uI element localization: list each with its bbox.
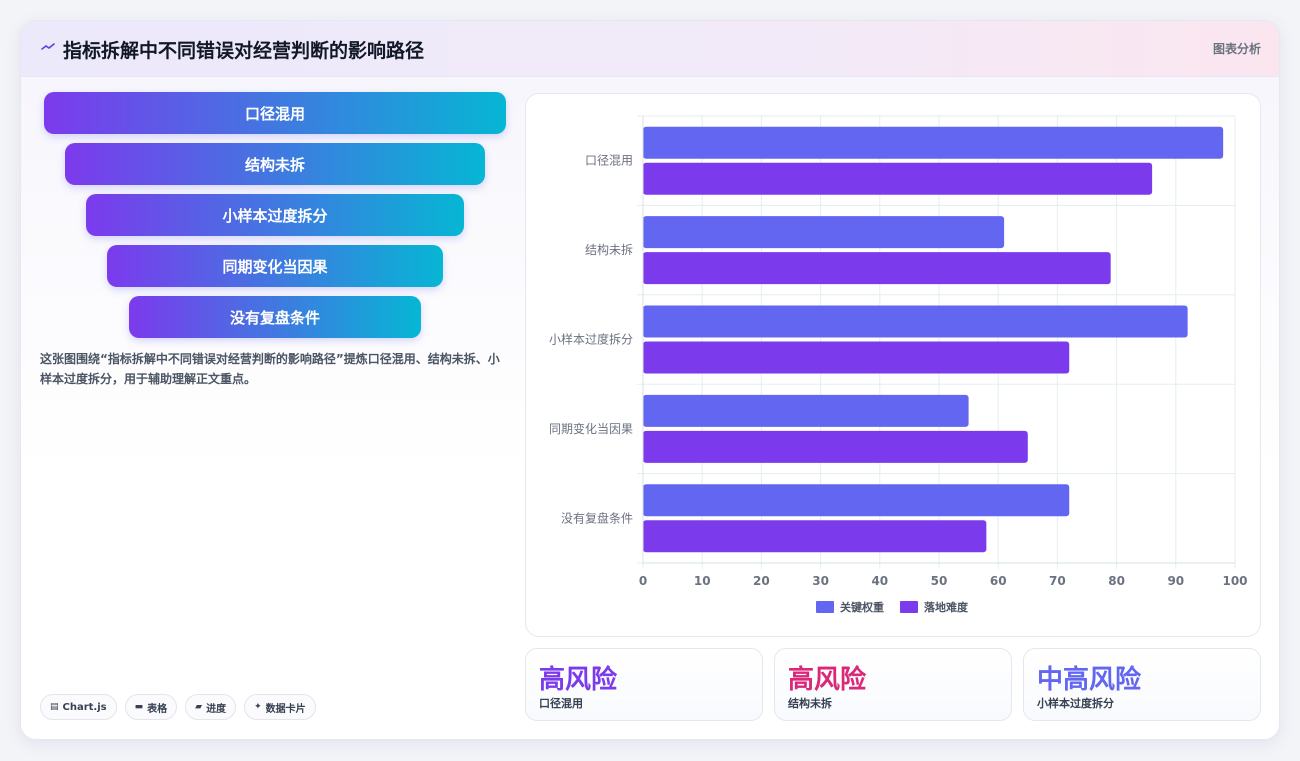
legend-swatch — [900, 601, 918, 613]
trend-icon — [41, 43, 55, 50]
x-tick-label: 10 — [694, 574, 711, 588]
x-tick-label: 60 — [990, 574, 1007, 588]
x-tick-label: 100 — [1222, 574, 1247, 588]
risk-level: 中高风险 — [1037, 665, 1142, 695]
tool-pill-table[interactable]: ▬ 表格 — [124, 694, 178, 720]
funnel-step: 结构未拆 — [65, 143, 485, 185]
funnel-step: 小样本过度拆分 — [86, 194, 464, 236]
page-title: 指标拆解中不同错误对经营判断的影响路径 — [63, 40, 425, 62]
bar — [643, 341, 1070, 374]
bar — [643, 126, 1224, 159]
x-tick-label: 20 — [753, 574, 770, 588]
y-tick-label: 小样本过度拆分 — [549, 332, 633, 347]
y-tick-label: 没有复盘条件 — [561, 510, 633, 525]
risk-card: 高风险 结构未拆 — [774, 648, 1012, 721]
y-tick-label: 结构未拆 — [585, 242, 633, 257]
legend-label: 关键权重 — [840, 600, 884, 614]
bar — [643, 520, 987, 553]
bar-chart: 0 10 20 30 40 50 60 70 80 90 100 口径混用结构未拆小样本过度拆分同期变… — [549, 115, 1248, 614]
x-tick-label: 30 — [812, 574, 829, 588]
legend-label: 落地难度 — [924, 600, 969, 614]
x-tick-label: 90 — [1167, 574, 1184, 588]
bar — [643, 305, 1188, 338]
bar — [643, 252, 1111, 285]
chart-icon: ▤ — [50, 702, 59, 712]
risk-card: 高风险 口径混用 — [525, 648, 763, 721]
risk-level: 高风险 — [788, 665, 867, 695]
y-tick-label: 口径混用 — [585, 154, 633, 168]
funnel-step: 同期变化当因果 — [107, 245, 443, 287]
risk-card-label: 口径混用 — [539, 697, 583, 710]
risk-level: 高风险 — [539, 665, 618, 695]
tool-pill-label: 表格 — [147, 703, 168, 715]
x-tick-label: 80 — [1108, 574, 1125, 588]
description-text: 这张图围绕“指标拆解中不同错误对经营判断的影响路径”提炼口径混用、结构未拆、小样… — [40, 352, 500, 386]
tool-pill-progress[interactable]: ▰ 进度 — [185, 694, 237, 720]
bar — [643, 216, 1005, 249]
bar — [643, 162, 1153, 195]
card-icon: ✦ — [254, 702, 262, 712]
tool-pills: ▤ Chart.js ▬ 表格 ▰ 进度 ✦ 数据卡片 — [40, 694, 316, 720]
funnel-step: 口径混用 — [44, 92, 506, 134]
x-tick-label: 50 — [931, 574, 948, 588]
risk-card-label: 小样本过度拆分 — [1037, 697, 1114, 710]
chart-panel: 0 10 20 30 40 50 60 70 80 90 100 口径混用结构未拆小样本过度拆分 同期变… — [525, 93, 1261, 637]
tool-pill-label: 数据卡片 — [265, 703, 306, 715]
tool-pill-label: Chart.js — [62, 701, 107, 713]
main-card: 指标拆解中不同错误对经营判断的影响路径 图表分析 口径混用 结构未拆 小样本过度… — [20, 20, 1280, 740]
risk-card-label: 结构未拆 — [788, 697, 832, 710]
chart-analysis-tag: 图表分析 — [1212, 42, 1261, 56]
progress-icon: ▰ — [195, 702, 203, 712]
x-tick-label: 0 — [639, 574, 647, 588]
tool-pill-chartjs[interactable]: ▤ Chart.js — [40, 694, 117, 720]
y-tick-label: 同期变化当因果 — [549, 421, 633, 436]
table-icon: ▬ — [134, 702, 144, 712]
funnel-step: 没有复盘条件 — [129, 296, 421, 338]
x-tick-label: 70 — [1049, 574, 1066, 588]
tool-pill-label: 进度 — [206, 703, 227, 715]
bar — [643, 430, 1028, 463]
tool-pill-data-card[interactable]: ✦ 数据卡片 — [244, 694, 316, 720]
x-tick-label: 40 — [871, 574, 888, 588]
bar — [643, 484, 1070, 517]
risk-card: 中高风险 小样本过度拆分 — [1023, 648, 1261, 721]
bar — [643, 394, 969, 427]
legend-swatch — [816, 601, 834, 613]
card-header: 指标拆解中不同错误对经营判断的影响路径 图表分析 — [21, 21, 1279, 77]
